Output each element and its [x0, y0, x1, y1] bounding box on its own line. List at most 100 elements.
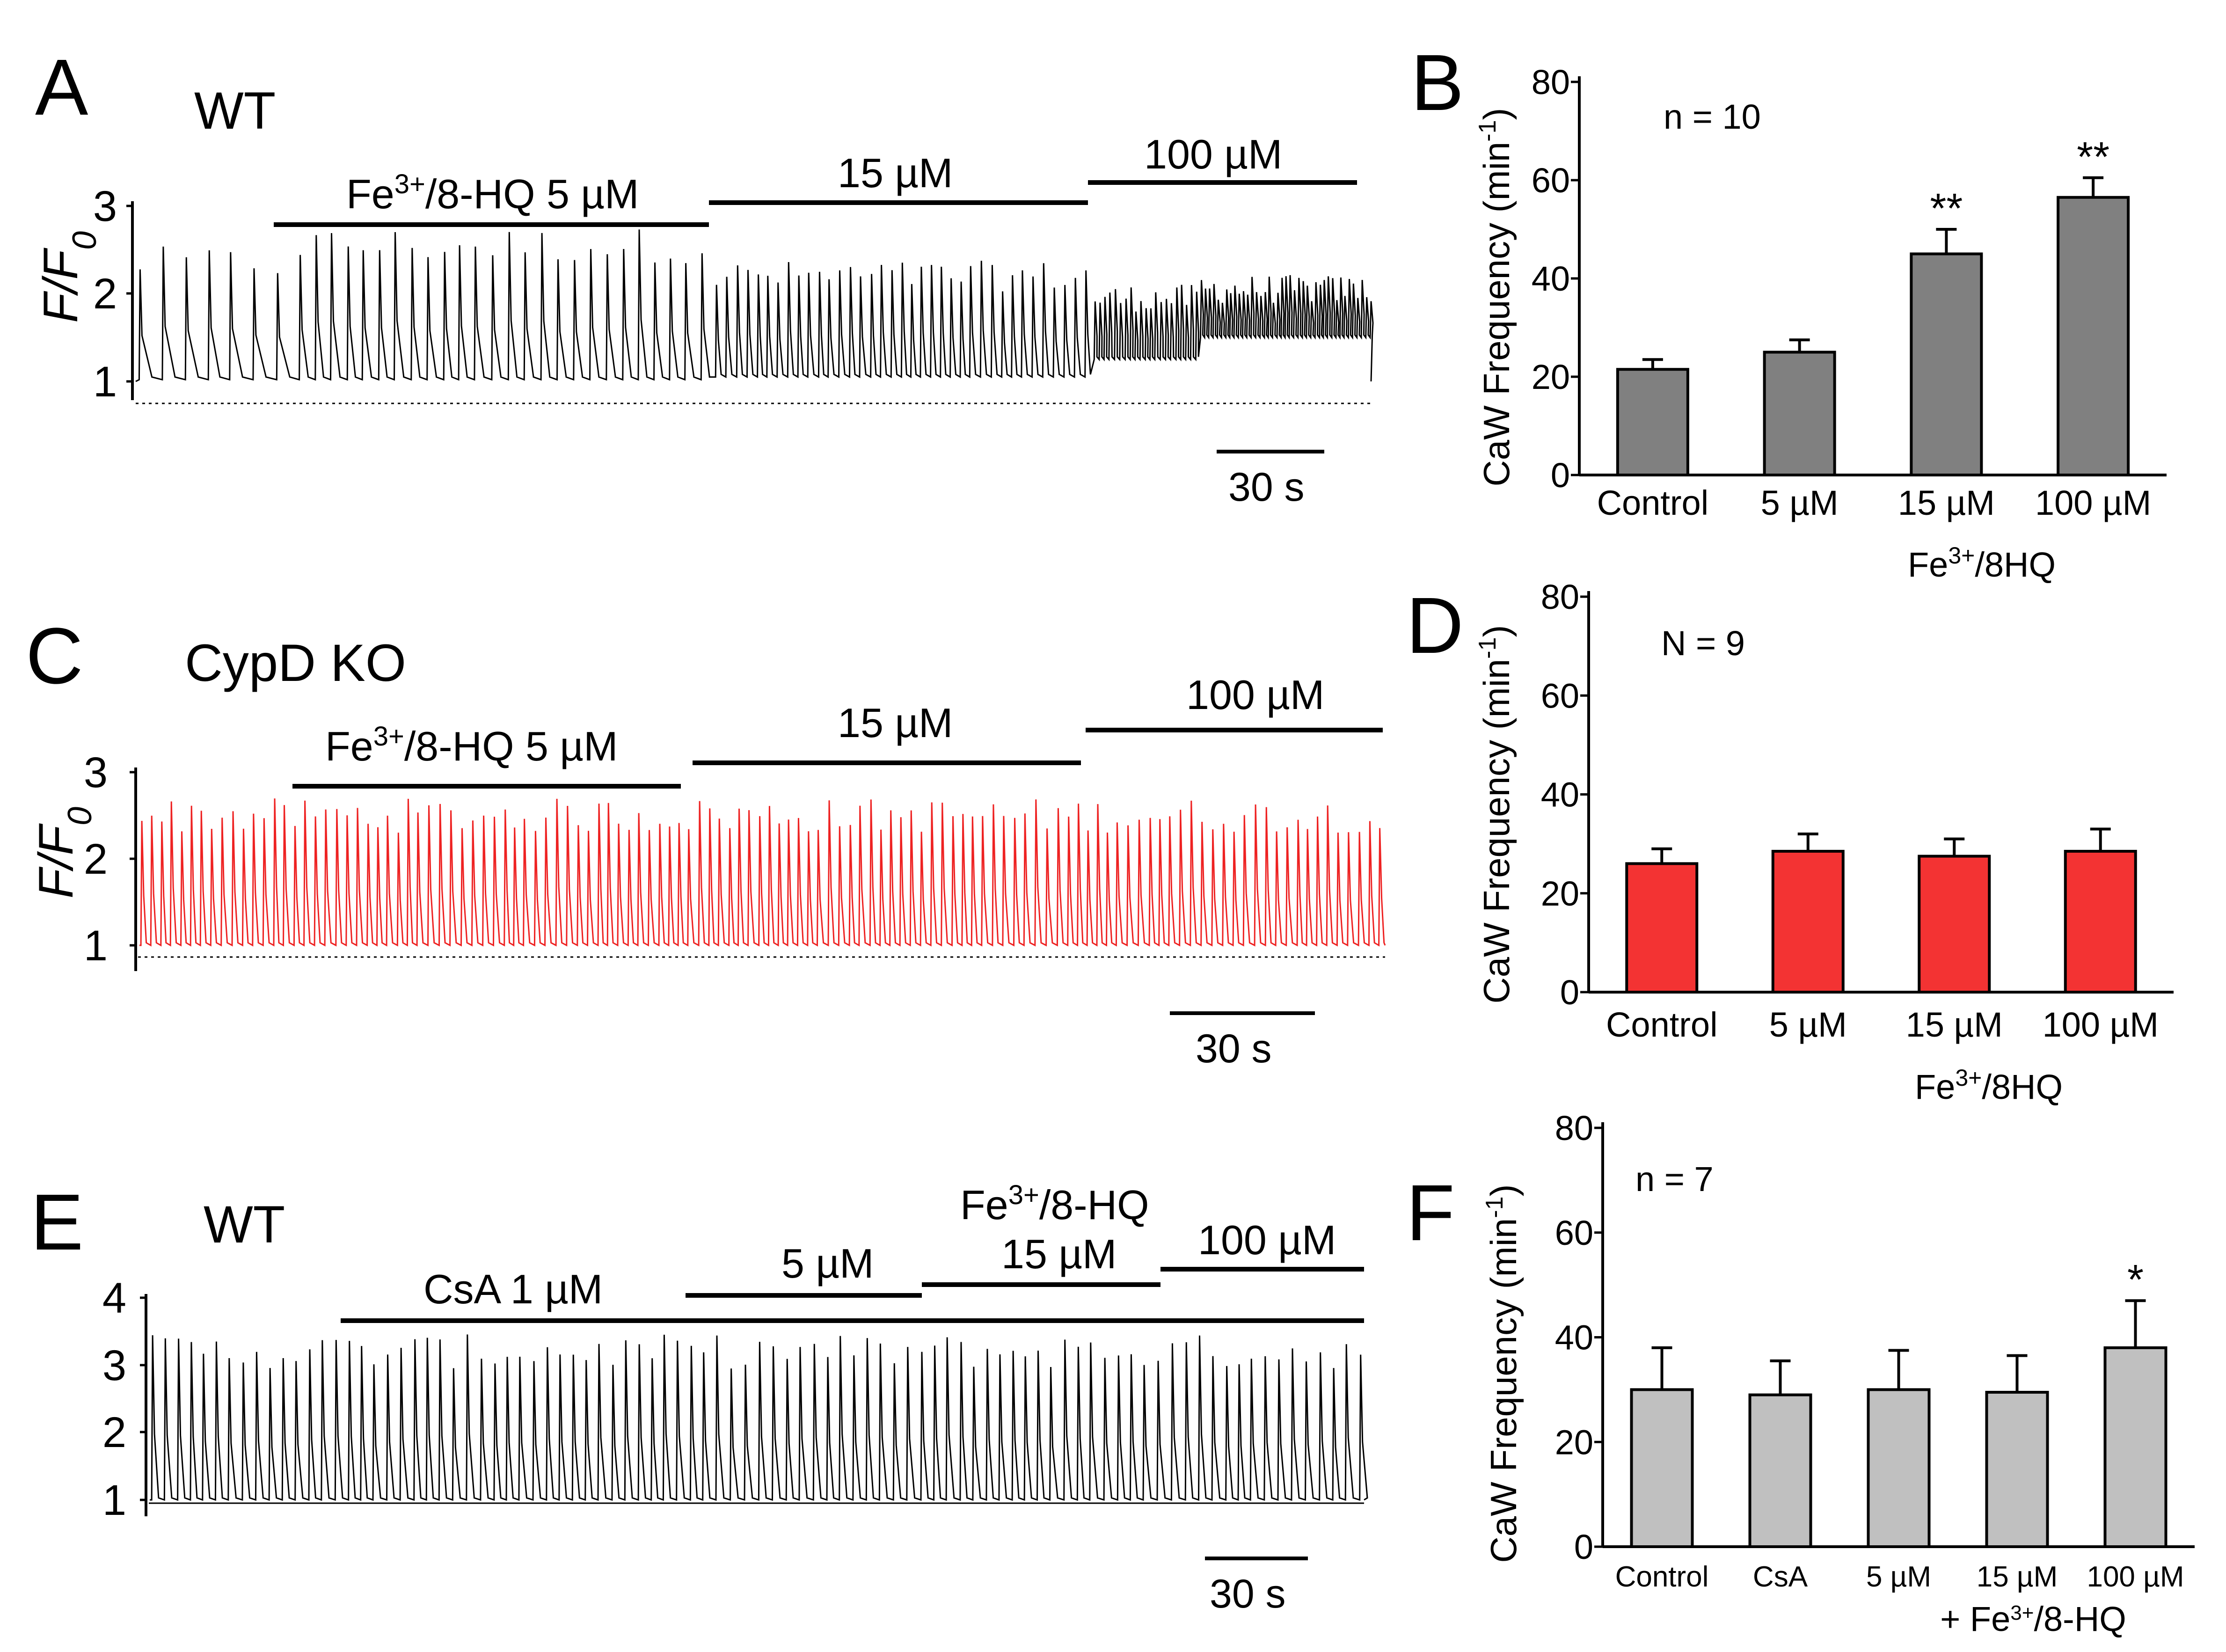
- category-label-d-0: Control: [1606, 1005, 1718, 1044]
- scale-bar-a: 30 s: [1217, 450, 1324, 510]
- bar-f-0: [1630, 1388, 1694, 1548]
- y-tick-d-3: 60: [1541, 676, 1579, 715]
- y-axis-e: 1 2 3 4: [102, 1274, 147, 1524]
- category-label-d-2: 15 µM: [1906, 1005, 2003, 1044]
- significance-b-2: **: [1930, 185, 1963, 232]
- panel-c: C CypD KO F/F0 1 2 3 Fe3+/8-HQ 5 µM 15 µ…: [26, 612, 1386, 1071]
- panel-d: D N = 9 CaW Frequency (min-1) Fe3+/8HQ 0…: [1406, 577, 2174, 1106]
- y-tick-d-4: 80: [1541, 577, 1579, 616]
- drug-label-a-5um: Fe3+/8-HQ 5 µM: [346, 169, 639, 218]
- panel-f: F n = 7 CaW Frequency (min-1) + Fe3+/8-H…: [1406, 1109, 2195, 1638]
- y-tick-e-1: 1: [102, 1477, 126, 1524]
- drug-bars-e: CsA 1 µM 5 µM Fe3+/8-HQ 15 µM 100 µM: [341, 1180, 1364, 1323]
- bar-b-2: [1910, 252, 1983, 476]
- drug-label-e-15um: 15 µM: [1001, 1231, 1117, 1277]
- y-axis-label-b: CaW Frequency (min-1): [1474, 108, 1517, 486]
- drug-bars-c: Fe3+/8-HQ 5 µM 15 µM 100 µM: [292, 672, 1383, 789]
- y-tick-c-2: 2: [84, 835, 108, 883]
- group-label-f: + Fe3+/8-HQ: [1940, 1600, 2126, 1638]
- y-axis-a: 1 2 3: [93, 183, 134, 406]
- category-label-f-4: 100 µM: [2087, 1561, 2184, 1593]
- scale-bar-label-e: 30 s: [1210, 1572, 1286, 1616]
- panel-letter-c: C: [26, 612, 83, 701]
- panel-e: E WT 1 2 3 4 CsA 1 µM 5 µM Fe3+/8-HQ 15 …: [30, 1178, 1368, 1616]
- drug-label-e-100um: 100 µM: [1198, 1217, 1336, 1263]
- panel-title-c: CypD KO: [185, 634, 406, 692]
- bar-f-2: [1867, 1388, 1931, 1548]
- y-tick-a-3: 3: [93, 183, 117, 230]
- panel-letter-a: A: [35, 43, 88, 132]
- y-tick-b-2: 40: [1532, 259, 1570, 298]
- bar-b-0: [1616, 368, 1689, 476]
- significance-f-4: *: [2127, 1257, 2144, 1303]
- drug-label-c-100um: 100 µM: [1186, 672, 1324, 718]
- bar-b-3: [2057, 196, 2130, 476]
- drug-label-e-csa: CsA 1 µM: [423, 1266, 603, 1312]
- y-axis-label-d: CaW Frequency (min-1): [1474, 625, 1517, 1003]
- y-tick-e-2: 2: [102, 1409, 126, 1456]
- n-label-d: N = 9: [1661, 624, 1745, 663]
- n-label-b: n = 10: [1664, 97, 1761, 136]
- y-axis-label-f: CaW Frequency (min-1): [1481, 1184, 1524, 1563]
- group-label-b: Fe3+/8HQ: [1908, 542, 2056, 584]
- y-tick-f-0: 0: [1574, 1528, 1593, 1566]
- category-label-b-1: 5 µM: [1761, 483, 1839, 522]
- drug-label-a-15um: 15 µM: [838, 150, 953, 196]
- panel-letter-e: E: [30, 1178, 83, 1267]
- y-tick-d-1: 20: [1541, 874, 1579, 913]
- category-label-d-3: 100 µM: [2043, 1005, 2159, 1044]
- y-tick-b-0: 0: [1551, 456, 1570, 495]
- category-label-b-0: Control: [1597, 483, 1709, 522]
- bar-d-3: [2064, 849, 2137, 994]
- bar-f-3: [1985, 1390, 2049, 1548]
- y-tick-d-2: 40: [1541, 775, 1579, 814]
- y-axis-c: 1 2 3: [84, 749, 137, 971]
- scale-bar-label-c: 30 s: [1196, 1026, 1272, 1071]
- panel-letter-b: B: [1411, 38, 1464, 127]
- panel-b: B n = 10 CaW Frequency (min-1) Fe3+/8HQ …: [1411, 38, 2167, 584]
- category-label-b-2: 15 µM: [1898, 483, 1995, 522]
- scale-bar-e: 30 s: [1205, 1557, 1308, 1616]
- bar-d-1: [1771, 849, 1845, 994]
- y-tick-f-3: 60: [1555, 1213, 1593, 1252]
- panel-a: A WT F/F0 1 2 3 Fe3+/8-HQ 5 µM 15 µM 100…: [34, 43, 1374, 510]
- bar-d-0: [1625, 862, 1699, 994]
- panel-title-a: WT: [194, 81, 276, 140]
- panel-title-e: WT: [204, 1195, 285, 1254]
- significance-b-3: **: [2077, 134, 2109, 181]
- drug-label-c-5um: Fe3+/8-HQ 5 µM: [325, 721, 618, 770]
- category-label-f-1: CsA: [1753, 1561, 1808, 1593]
- category-label-f-0: Control: [1615, 1561, 1709, 1593]
- y-tick-b-3: 60: [1532, 161, 1570, 200]
- trace-a: [135, 229, 1374, 382]
- y-tick-f-2: 40: [1555, 1318, 1593, 1357]
- bar-f-4: [2103, 1346, 2168, 1548]
- bar-b-1: [1763, 351, 1836, 476]
- drug-label-e-header: Fe3+/8-HQ: [960, 1180, 1149, 1228]
- y-tick-c-3: 3: [84, 749, 108, 797]
- panel-letter-f: F: [1406, 1169, 1455, 1257]
- y-tick-f-4: 80: [1555, 1109, 1593, 1148]
- y-axis-label-c: F/F0: [29, 807, 99, 899]
- group-label-d: Fe3+/8HQ: [1915, 1065, 2063, 1106]
- trace-c: [139, 798, 1386, 947]
- category-label-f-3: 15 µM: [1977, 1561, 2058, 1593]
- y-tick-f-1: 20: [1555, 1423, 1593, 1462]
- y-tick-b-1: 20: [1532, 358, 1570, 396]
- y-tick-b-4: 80: [1532, 63, 1570, 102]
- drug-label-e-5um: 5 µM: [781, 1240, 874, 1287]
- scale-bar-label-a: 30 s: [1228, 465, 1305, 510]
- drug-label-a-100um: 100 µM: [1144, 131, 1282, 177]
- category-label-d-1: 5 µM: [1769, 1005, 1847, 1044]
- scale-bar-c: 30 s: [1170, 1011, 1315, 1071]
- y-tick-e-4: 4: [102, 1274, 126, 1322]
- y-tick-c-1: 1: [84, 922, 108, 970]
- panel-letter-d: D: [1406, 581, 1464, 670]
- category-label-b-3: 100 µM: [2035, 483, 2151, 522]
- drug-bars-a: Fe3+/8-HQ 5 µM 15 µM 100 µM: [274, 131, 1357, 227]
- trace-e: [150, 1334, 1368, 1501]
- bar-f-1: [1748, 1393, 1812, 1548]
- y-tick-a-1: 1: [93, 358, 117, 406]
- drug-label-c-15um: 15 µM: [838, 700, 953, 746]
